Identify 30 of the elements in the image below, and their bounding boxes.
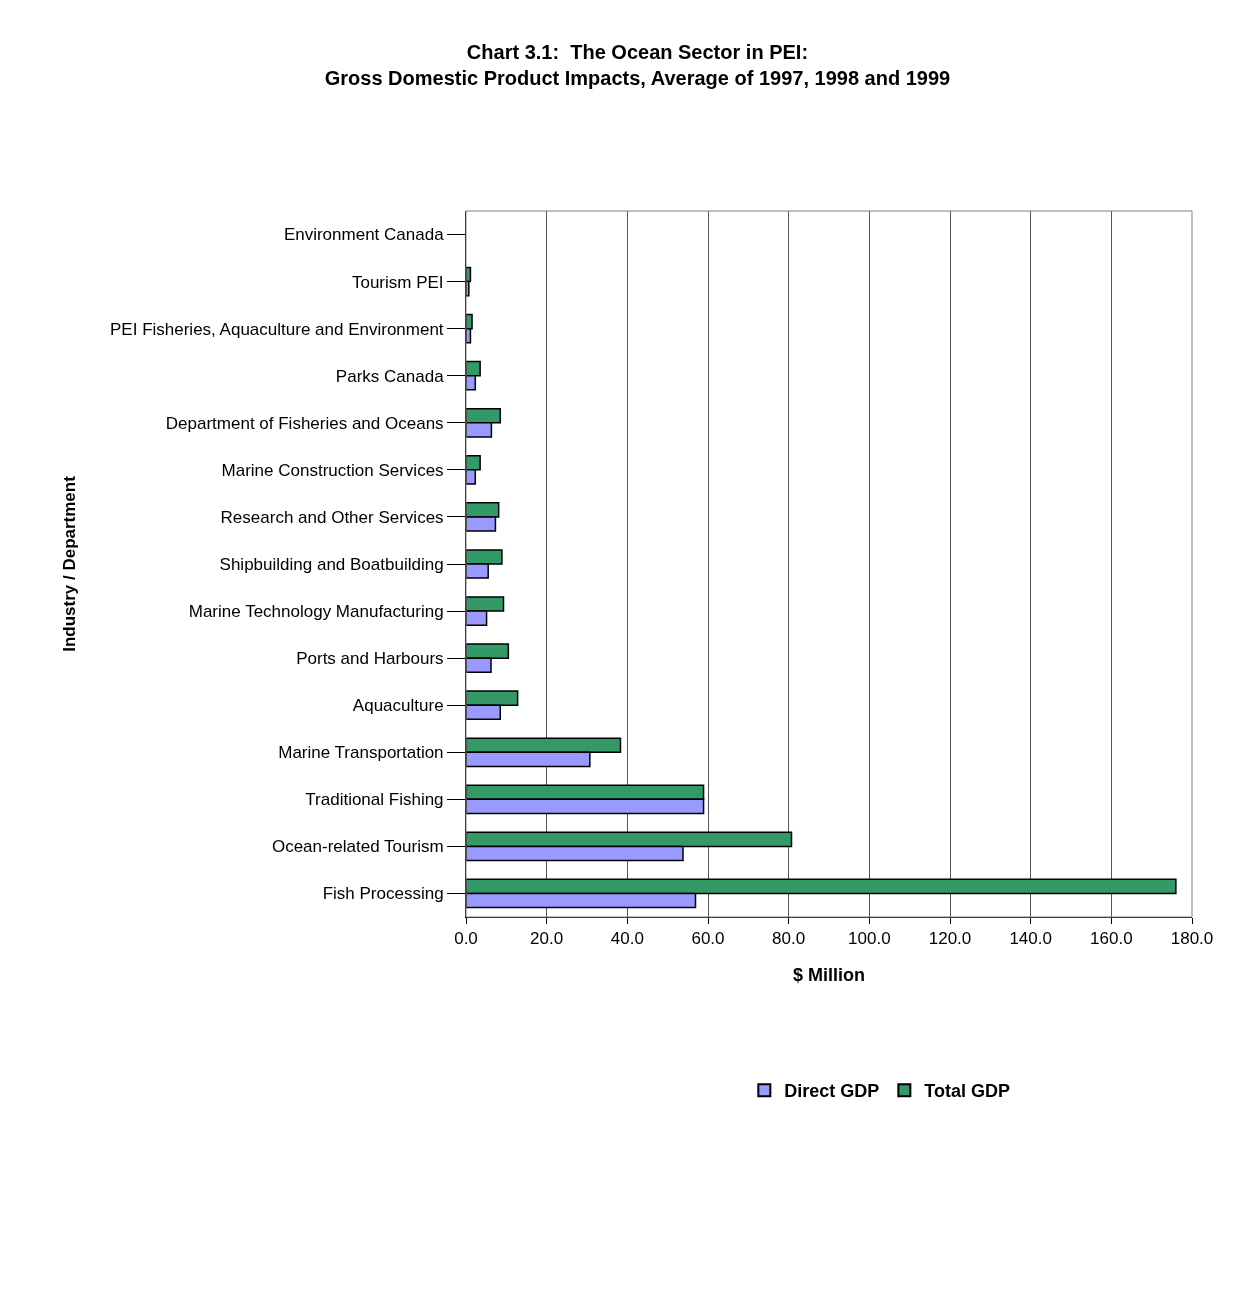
y-tick-label: Ocean-related Tourism (271, 837, 444, 857)
x-tick-label: 40.0 (610, 929, 644, 949)
y-tick-label: Department of Fisheries and Oceans (165, 413, 444, 433)
y-tick-label: Tourism PEI (351, 272, 444, 292)
x-tick-label: 100.0 (848, 929, 891, 949)
y-tick-label: Aquaculture (352, 696, 444, 716)
legend-label: Total GDP (924, 1081, 1011, 1102)
y-tick-label: Traditional Fishing (305, 790, 444, 810)
y-tick-label: Marine Construction Services (221, 460, 444, 480)
y-tick-label: Marine Transportation (278, 743, 444, 763)
x-tick-label: 160.0 (1090, 929, 1133, 949)
legend-label: Direct GDP (784, 1081, 880, 1102)
x-tick-label: 80.0 (772, 929, 806, 949)
y-tick-label: Fish Processing (322, 884, 444, 904)
y-tick-label: Parks Canada (335, 366, 445, 386)
y-tick-label: Ports and Harbours (296, 649, 444, 669)
y-tick-label: Marine Technology Manufacturing (188, 602, 444, 622)
chart-title: Chart 3.1: The Ocean Sector in PEI: Gross Domestic Product Impacts, Average of 1997, 1998 and 1999 (324, 40, 951, 89)
x-tick-label: 60.0 (691, 929, 725, 949)
y-axis-title: Industry / Department (59, 475, 79, 652)
y-tick-label: Shipbuilding and Boatbuilding (219, 554, 444, 574)
y-tick-label: Environment Canada (283, 225, 445, 245)
x-tick-label: 0.0 (454, 929, 478, 949)
y-tick-label: Research and Other Services (220, 507, 444, 527)
x-tick-label: 20.0 (530, 929, 564, 949)
x-tick-label: 140.0 (1009, 929, 1052, 949)
x-tick-label: 120.0 (928, 929, 972, 949)
x-axis-title: $ Million (793, 964, 865, 985)
x-tick-label: 180.0 (1170, 929, 1214, 949)
y-tick-label: PEI Fisheries, Aquaculture and Environment (110, 319, 444, 339)
